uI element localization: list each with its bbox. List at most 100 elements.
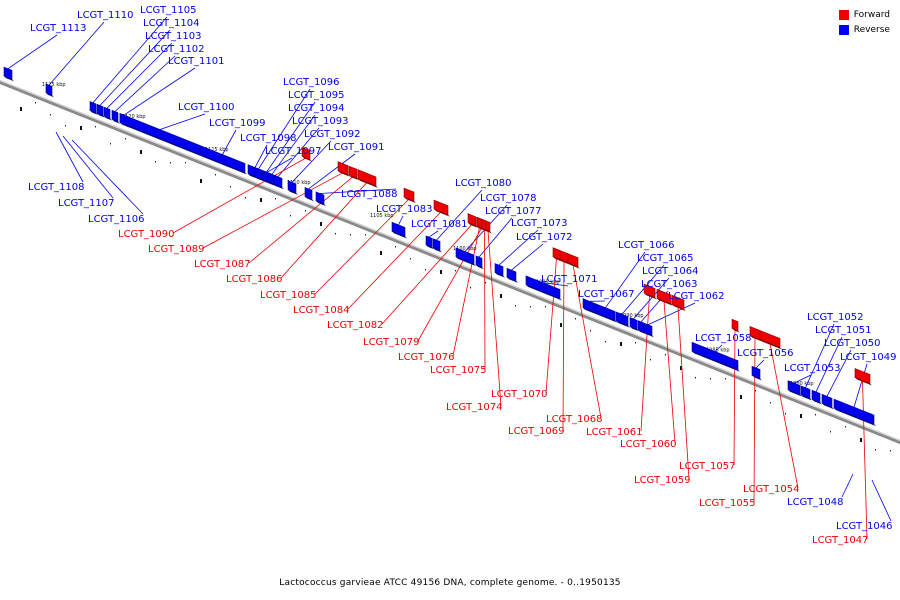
gene-block-shadow (4, 76, 14, 82)
gene-label[interactable]: LCGT_1063 (641, 279, 698, 290)
gene-label[interactable]: LCGT_1081 (411, 219, 468, 230)
gene-label[interactable]: LCGT_1083 (376, 204, 433, 215)
gene-block-shadow (834, 408, 876, 427)
leader-line (99, 29, 171, 106)
gene-block[interactable] (3, 66, 13, 80)
gene-label[interactable]: LCGT_1058 (695, 333, 752, 344)
gene-label[interactable]: LCGT_1064 (642, 266, 699, 277)
gene-label[interactable]: LCGT_1104 (143, 18, 200, 29)
gene-label[interactable]: LCGT_1094 (288, 103, 345, 114)
gene-block[interactable] (811, 389, 821, 403)
leader-line (647, 302, 696, 326)
gene-label[interactable]: LCGT_1061 (586, 427, 643, 438)
gene-label[interactable]: LCGT_1072 (516, 232, 573, 243)
gene-label[interactable]: LCGT_1050 (824, 338, 881, 349)
gene-label[interactable]: LCGT_1073 (511, 218, 568, 229)
gene-label[interactable]: LCGT_1093 (292, 116, 349, 127)
orf-dot (470, 287, 471, 289)
gene-label[interactable]: LCGT_1075 (430, 365, 487, 376)
gene-label[interactable]: LCGT_1106 (88, 214, 145, 225)
tick-label: 1125 kbp (42, 82, 66, 88)
gene-label[interactable]: LCGT_1086 (226, 274, 283, 285)
gene-block-shadow (644, 332, 654, 338)
gene-label[interactable]: LCGT_1098 (240, 133, 297, 144)
gene-label[interactable]: LCGT_1096 (283, 77, 340, 88)
leader-line (663, 301, 676, 444)
gene-label[interactable]: LCGT_1107 (58, 198, 115, 209)
gene-label[interactable]: LCGT_1054 (743, 484, 800, 495)
orf-dot (170, 162, 171, 164)
gene-label[interactable]: LCGT_1103 (145, 31, 202, 42)
gene-label[interactable]: LCGT_1070 (491, 389, 548, 400)
gene-label[interactable]: LCGT_1090 (118, 229, 175, 240)
gene-label[interactable]: LCGT_1102 (148, 44, 205, 55)
gene-label[interactable]: LCGT_1088 (341, 189, 398, 200)
orf-dot (560, 323, 562, 327)
gene-block[interactable] (467, 213, 477, 227)
gene-block-shadow (507, 277, 518, 283)
gene-label[interactable]: LCGT_1078 (480, 193, 537, 204)
leader-line (258, 88, 311, 170)
gene-label[interactable]: LCGT_1046 (836, 521, 893, 532)
gene-block[interactable] (348, 165, 358, 179)
gene-label[interactable]: LCGT_1095 (288, 90, 345, 101)
gene-label[interactable]: LCGT_1100 (178, 102, 235, 113)
gene-label[interactable]: LCGT_1056 (737, 348, 794, 359)
gene-label[interactable]: LCGT_1089 (148, 244, 205, 255)
gene-label[interactable]: LCGT_1080 (455, 178, 512, 189)
gene-label[interactable]: LCGT_1051 (815, 325, 872, 336)
gene-label[interactable]: LCGT_1066 (618, 240, 675, 251)
orf-dot (125, 138, 126, 140)
gene-label[interactable]: LCGT_1049 (840, 352, 897, 363)
orf-dot (860, 438, 862, 442)
gene-block[interactable] (494, 263, 504, 277)
gene-label[interactable]: LCGT_1079 (363, 337, 420, 348)
gene-label[interactable]: LCGT_1091 (328, 142, 385, 153)
gene-label[interactable]: LCGT_1065 (637, 253, 694, 264)
gene-block-shadow (486, 229, 492, 234)
gene-label[interactable]: LCGT_1048 (787, 497, 844, 508)
gene-label[interactable]: LCGT_1092 (304, 129, 361, 140)
orf-dot (185, 162, 186, 164)
leader-line (436, 189, 483, 241)
gene-label[interactable]: LCGT_1077 (485, 206, 542, 217)
leader-line (159, 113, 206, 130)
gene-block[interactable] (485, 220, 491, 232)
gene-label[interactable]: LCGT_1057 (679, 461, 736, 472)
gene-label[interactable]: LCGT_1052 (807, 312, 864, 323)
gene-label[interactable]: LCGT_1068 (546, 414, 603, 425)
gene-label[interactable]: LCGT_1082 (327, 320, 384, 331)
gene-label[interactable]: LCGT_1071 (541, 274, 598, 285)
gene-label[interactable]: LCGT_1047 (812, 535, 869, 546)
gene-block[interactable] (800, 385, 811, 399)
gene-label[interactable]: LCGT_1113 (30, 23, 87, 34)
orf-dot (575, 318, 576, 320)
reverse-swatch (838, 24, 849, 35)
gene-block-shadow (338, 170, 350, 177)
gene-label[interactable]: LCGT_1099 (209, 118, 266, 129)
gene-block-shadow (112, 119, 120, 124)
orf-dot (155, 161, 156, 163)
gene-label[interactable]: LCGT_1110 (77, 10, 134, 21)
gene-label[interactable]: LCGT_1055 (699, 498, 756, 509)
gene-label[interactable]: LCGT_1084 (293, 305, 350, 316)
gene-block[interactable] (751, 365, 761, 379)
gene-label[interactable]: LCGT_1108 (28, 182, 85, 193)
gene-label[interactable]: LCGT_1087 (194, 259, 251, 270)
gene-label[interactable]: LCGT_1105 (140, 5, 197, 16)
gene-label[interactable]: LCGT_1076 (398, 352, 455, 363)
gene-block[interactable] (595, 303, 616, 321)
gene-label[interactable]: LCGT_1067 (578, 289, 635, 300)
gene-label[interactable]: LCGT_1085 (260, 290, 317, 301)
gene-label[interactable]: LCGT_1101 (168, 56, 225, 67)
orf-dot (305, 210, 306, 212)
gene-label[interactable]: LCGT_1069 (508, 426, 565, 437)
gene-label[interactable]: LCGT_1097 (265, 146, 322, 157)
gene-label[interactable]: LCGT_1053 (784, 363, 841, 374)
tick-label: 1100 kbp (453, 246, 477, 252)
gene-label[interactable]: LCGT_1062 (668, 291, 725, 302)
gene-block[interactable] (506, 267, 517, 282)
gene-label[interactable]: LCGT_1060 (620, 439, 677, 450)
gene-label[interactable]: LCGT_1059 (634, 475, 691, 486)
gene-label[interactable]: LCGT_1074 (446, 402, 503, 413)
